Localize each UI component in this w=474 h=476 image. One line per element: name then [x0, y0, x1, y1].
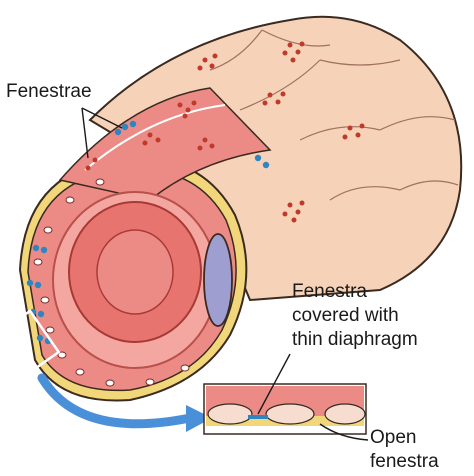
label-open-line2: fenestra: [370, 451, 439, 472]
inset-box: [203, 383, 367, 435]
endothelial-nucleus: [203, 233, 233, 327]
inset-pointers: [257, 353, 369, 441]
label-fenestrae: Fenestrae: [6, 81, 92, 102]
label-open-line1: Open: [370, 427, 417, 448]
fenestrae-dots: [26, 100, 270, 387]
label-diaphragm-line3: thin diaphragm: [292, 329, 418, 350]
fenestrae-pointers: [81, 107, 123, 159]
zoom-arrow: [37, 373, 212, 432]
label-open-fenestra: Open fenestra: [370, 426, 439, 474]
zoom-bracket: [0, 309, 61, 377]
endothelial-strip: [58, 87, 272, 201]
label-diaphragm-line1: Fenestra: [292, 281, 367, 302]
label-diaphragm-line2: covered with: [292, 305, 399, 326]
label-fenestra-diaphragm: Fenestra covered with thin diaphragm: [292, 280, 418, 352]
